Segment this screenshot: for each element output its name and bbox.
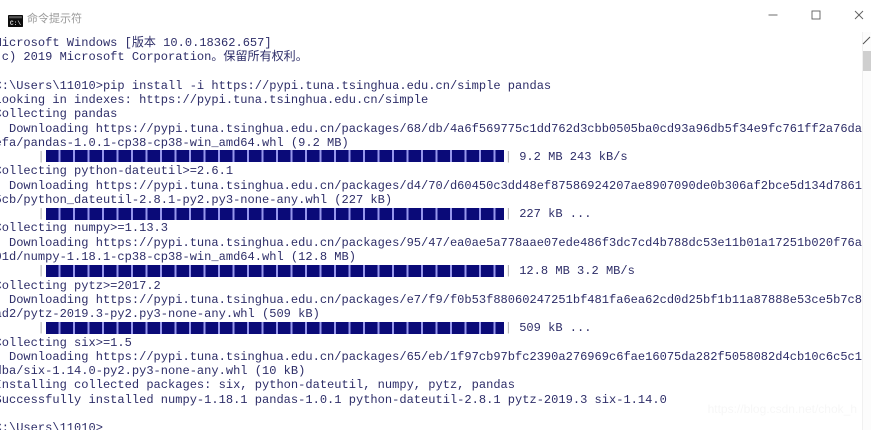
svg-text:C:\: C:\: [10, 20, 22, 27]
